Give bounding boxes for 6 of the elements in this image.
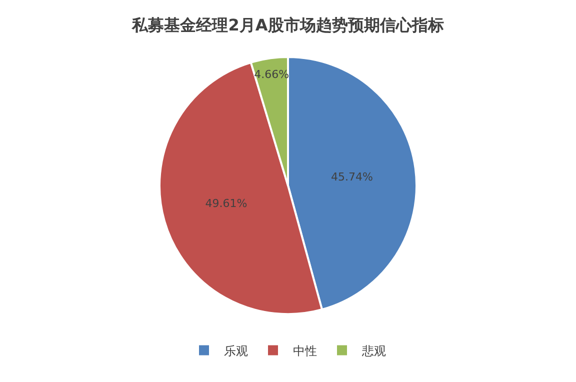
legend-label: 悲观 xyxy=(361,344,386,358)
legend-label: 乐观 xyxy=(224,344,248,358)
data-label: 45.74% xyxy=(330,170,373,184)
data-label: 49.61% xyxy=(205,196,248,210)
legend-label: 中性 xyxy=(293,344,317,358)
chart-title: 私募基金经理2月A股市场趋势预期信心指标 xyxy=(131,15,444,34)
